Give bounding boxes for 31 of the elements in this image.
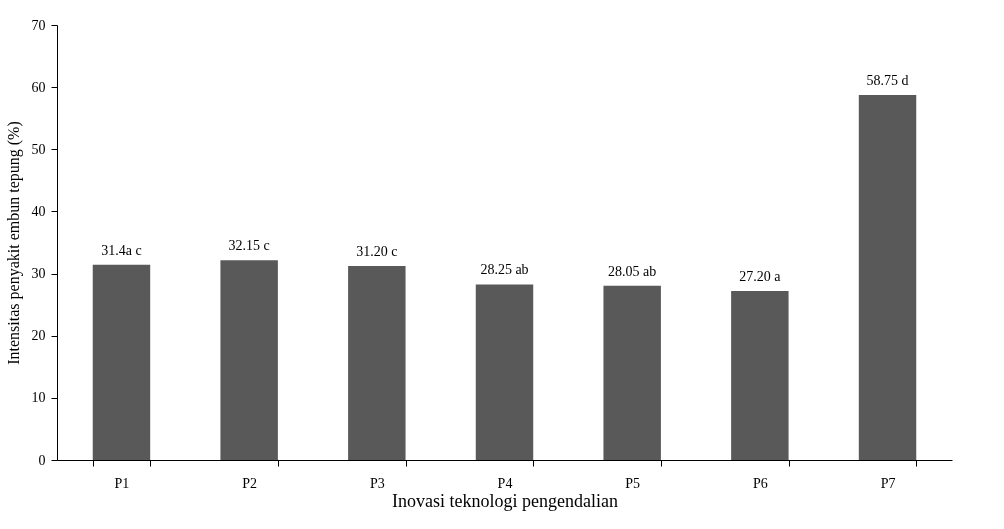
x-tick-label: P4 <box>497 475 513 491</box>
x-tick-label: P7 <box>880 475 896 491</box>
y-tick-label: 20 <box>31 328 46 344</box>
bar <box>475 284 534 460</box>
y-tick-label: 50 <box>31 141 46 157</box>
data-label: 32.15 c <box>228 238 270 254</box>
bar <box>348 266 406 460</box>
data-label: 31.4a c <box>101 242 142 258</box>
bar <box>603 285 661 460</box>
x-axis-title: Inovasi teknologi pengendalian <box>392 490 618 511</box>
y-tick-label: 10 <box>31 390 46 406</box>
y-tick-label: 0 <box>38 452 46 468</box>
x-tick-label: P5 <box>625 475 641 491</box>
x-tick-label: P3 <box>369 475 385 491</box>
data-label: 31.20 c <box>356 244 398 260</box>
y-tick-label: 30 <box>31 266 46 282</box>
bar <box>858 94 917 460</box>
y-tick-label: 60 <box>31 79 46 95</box>
bar <box>731 290 789 460</box>
bar <box>92 264 151 460</box>
bar <box>220 260 278 460</box>
y-axis-title: Intensitas penyakit embun tepung (%) <box>4 121 23 365</box>
y-tick-label: 70 <box>31 17 46 33</box>
x-tick-label: P1 <box>114 475 130 491</box>
x-tick-label: P6 <box>752 475 768 491</box>
y-tick-label: 40 <box>31 203 46 219</box>
data-label: 28.05 ab <box>608 263 657 279</box>
data-label: 27.20 a <box>739 268 782 284</box>
data-label: 58.75 d <box>866 72 909 88</box>
data-label: 28.25 ab <box>480 262 529 278</box>
x-tick-label: P2 <box>242 475 258 491</box>
